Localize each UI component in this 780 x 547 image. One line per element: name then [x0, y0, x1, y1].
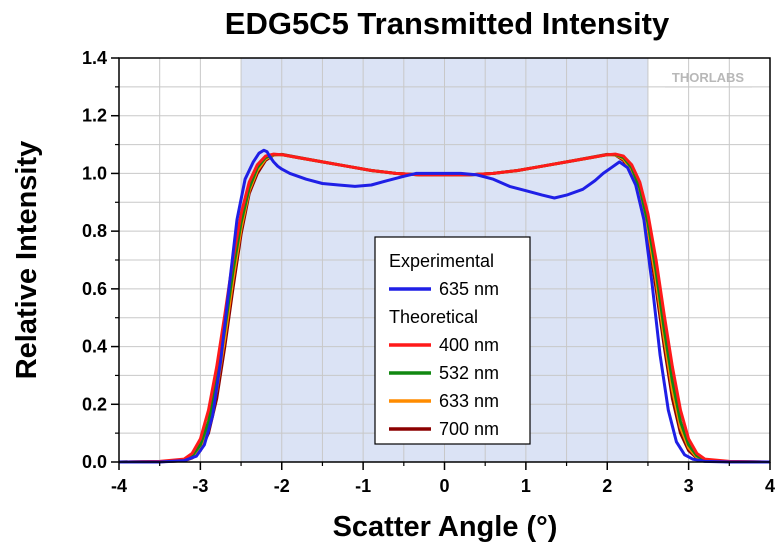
- x-tick-label: 4: [765, 476, 775, 496]
- legend-entry: 700 nm: [439, 419, 499, 439]
- y-tick-label: 0.2: [82, 394, 107, 414]
- x-tick-label: 2: [602, 476, 612, 496]
- legend-entry: 400 nm: [439, 335, 499, 355]
- y-tick-label: 1.4: [82, 48, 107, 68]
- x-tick-label: 0: [439, 476, 449, 496]
- y-tick-label: 0.6: [82, 279, 107, 299]
- legend-entry: 635 nm: [439, 279, 499, 299]
- thorlabs-logo: THORLABS: [672, 70, 745, 85]
- x-tick-label: 3: [684, 476, 694, 496]
- chart-title: EDG5C5 Transmitted Intensity: [225, 6, 670, 41]
- legend-box: [374, 236, 531, 445]
- x-tick-label: -4: [111, 476, 127, 496]
- legend-entry: 532 nm: [439, 363, 499, 383]
- series-line-635-nm: [119, 148, 770, 464]
- y-tick-label: 1.0: [82, 163, 107, 183]
- x-tick-label: -1: [355, 476, 371, 496]
- y-tick-label: 0.4: [82, 337, 107, 357]
- x-tick-label: -2: [274, 476, 290, 496]
- x-tick-label: -3: [192, 476, 208, 496]
- x-axis-label: Scatter Angle (°): [333, 511, 558, 543]
- legend-heading: Theoretical: [389, 307, 478, 327]
- legend-entry: 633 nm: [439, 391, 499, 411]
- plot-area: THORLABS -4 -3 -2 -1 0 1 2 3 4 0.0 0.2 0.4 0.6 0.8 1.0 1…: [82, 48, 775, 496]
- y-tick-label: 0.8: [82, 221, 107, 241]
- legend: Experimental 635 nm Theoretical 400 nm 532 n…: [374, 236, 531, 445]
- y-tick-label: 0.0: [82, 452, 107, 472]
- y-tick-label: 1.2: [82, 106, 107, 126]
- legend-heading: Experimental: [389, 251, 494, 271]
- y-axis-label: Relative Intensity: [11, 141, 43, 380]
- x-tick-label: 1: [521, 476, 531, 496]
